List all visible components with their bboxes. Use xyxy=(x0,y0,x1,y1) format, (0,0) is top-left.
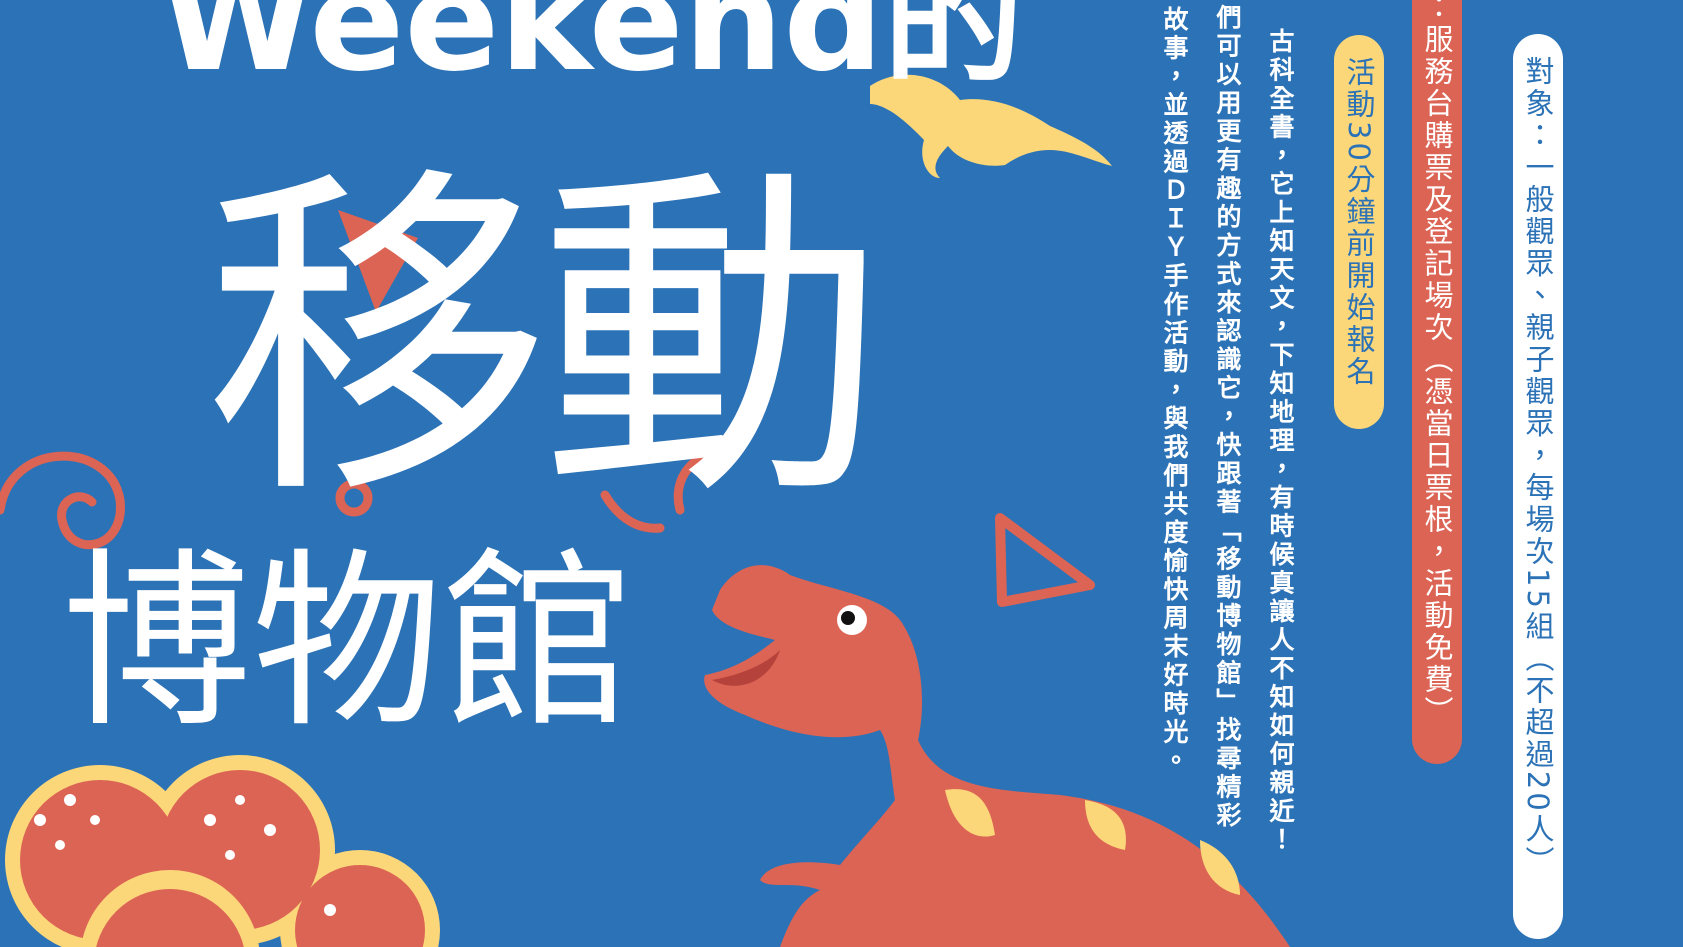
description-line: 故事，並透過ＤＩＹ手作活動，與我們共度愉快周末好時光。 xyxy=(1160,6,1189,776)
triangle-outline xyxy=(995,513,1095,607)
title-main: 移動 xyxy=(205,140,885,541)
audience-pill: 對象：一般觀眾、親子觀眾，每場次15組（不超過20人） xyxy=(1513,34,1563,939)
triangle xyxy=(338,210,418,312)
title-top: Weekend的 xyxy=(160,0,1024,103)
title-sub: 博物館 xyxy=(62,532,633,753)
register-pill: 活動30分鐘前開始報名 xyxy=(1334,35,1384,429)
bird xyxy=(870,74,1112,178)
dinosaur xyxy=(704,565,1290,947)
flower xyxy=(5,755,440,947)
description-line: 們可以用更有趣的方式來認識它，快跟著「移動博物館」找尋精彩 xyxy=(1213,4,1242,831)
description-line: 古科全書，它上知天文，下知地理，有時候真讓人不知如何親近！ xyxy=(1266,28,1295,855)
ticket-pill: ：服務台購票及登記場次（憑當日票根，活動免費） xyxy=(1412,0,1462,764)
decor-lines xyxy=(0,441,745,550)
